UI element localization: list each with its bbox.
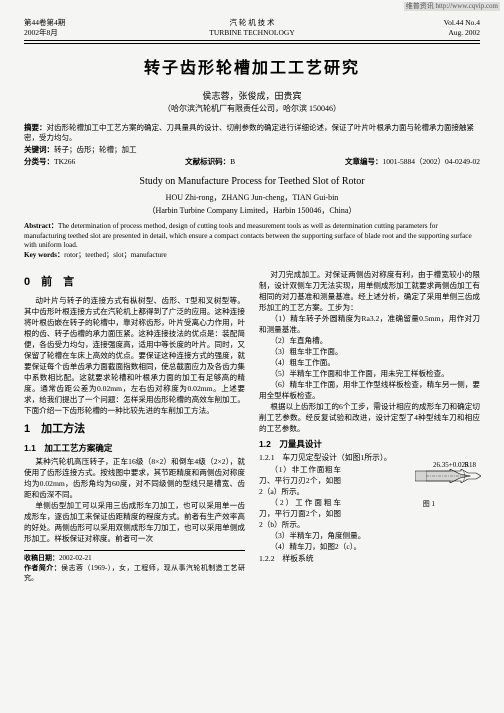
para-intro: 动叶片与转子的连接方式有枞树型、齿形、T型和叉树型等。其中齿形叶根连接方式在汽轮… — [24, 295, 245, 416]
item-1: （1）精车转子外圆精度为Ra3.2，准确留量0.5mm，用作对刀和测量基准。 — [259, 313, 480, 335]
hdr-left-1: 第44卷第4期 — [24, 18, 176, 28]
item-6: （6）精车非工作面，用非工作型线样板检查，精车另一侧，要用全型样板检查。 — [259, 379, 480, 401]
item-4: （4）粗车工作面。 — [259, 357, 480, 368]
item-7: （3）半精车刀，角度侧量。 — [259, 530, 480, 541]
abstract-en-label: Abstract： — [24, 222, 58, 230]
keywords-en-label: Key words： — [24, 251, 64, 259]
section-1: 1 加工方法 — [24, 422, 245, 438]
column-left: 0 前 言 动叶片与转子的连接方式有枞树型、齿形、T型和叉树型等。其中齿形叶根连… — [24, 269, 245, 584]
tool-desc-2: （2）工作面粗车刀，平行刀面2个，如图2（b）所示。 — [259, 497, 341, 530]
keywords-english: Key words：rotor；teethed；slot；manufacture — [24, 251, 480, 260]
dim-1: 26.35+0.025 — [433, 460, 468, 470]
hdr-right-2: Aug. 2002 — [328, 28, 480, 38]
tool-desc-1: （1）非工作面粗车刀、平行刀刃2个，如图2（a）所示。 — [259, 464, 341, 497]
affiliation-english: （Harbin Turbine Company Limited，Harbin 1… — [24, 206, 480, 217]
clc-label: 分类号： — [24, 157, 54, 166]
item-2: （2）车直角槽。 — [259, 335, 480, 346]
header-row-2: 2002年8月 TURBINE TECHNOLOGY Aug. 2002 — [24, 28, 480, 38]
abstract-cn-text: 对齿形轮槽加工中工艺方案的确定、刀具量具的设计、切削参数的确定进行详细论述，保证… — [24, 123, 474, 142]
doc-code-label: 文献标识码： — [185, 157, 230, 166]
column-right: 对刀完成加工。对保证两侧齿对称度有利，由于槽宽较小的限制，设计双侧车刀无法实现，… — [259, 269, 480, 584]
body-columns: 0 前 言 动叶片与转子的连接方式有枞树型、齿形、T型和叉树型等。其中齿形叶根连… — [24, 269, 480, 584]
author-bio-label: 作者简介： — [24, 564, 61, 572]
tool-drawing-right — [415, 469, 470, 483]
recv-date: 2002-02-21 — [59, 554, 92, 562]
doc-code-value: B — [230, 157, 235, 166]
keywords-cn-label: 关键词： — [24, 145, 54, 154]
keywords-chinese: 关键词：转子；齿形；轮槽；加工 — [24, 145, 480, 155]
para-r1: 对刀完成加工。对保证两侧齿对称度有利，由于槽宽较小的限制，设计双侧车刀无法实现，… — [259, 269, 480, 313]
abstract-cn-label: 摘要： — [24, 123, 47, 132]
header-row-1: 第44卷第4期 汽 轮 机 技 术 Vol.44 No.4 — [24, 18, 480, 28]
abstract-english: Abstract：The determination of process me… — [24, 222, 480, 250]
para-11a: 某种汽轮机高压转子，正车16级（8×2）和倒车4级（2×2），就使用了齿形连接方… — [24, 456, 245, 500]
hdr-center-2: TURBINE TECHNOLOGY — [176, 28, 328, 38]
section-0: 0 前 言 — [24, 275, 245, 291]
clc-value: TK266 — [54, 157, 75, 166]
recv-date-label: 收稿日期： — [24, 554, 59, 562]
affiliation-chinese: （哈尔滨汽轮机厂有限责任公司，哈尔滨 150046） — [24, 104, 480, 115]
header-rule-top — [24, 40, 480, 41]
para-r2: 根据以上齿形加工的6个工步，需设计相应的成形车刀和确定切削工艺参数。经反复试验和… — [259, 401, 480, 434]
para-11b: 单侧齿型加工可以采用三齿成形车刀加工，也可以采用单一齿成形车，逐齿加工来保证齿距… — [24, 500, 245, 544]
item-8: （4）精车刀，如图2（c）。 — [259, 541, 480, 552]
article-no-value: 1001-5884（2002）04-0249-02 — [382, 157, 480, 166]
dim-2: R18 — [464, 460, 476, 470]
figure-1: 26.35+0.025 R18 图 1 — [341, 464, 480, 530]
authors-english: HOU Zhi-rong，ZHANG Jun-cheng，TIAN Gui-bi… — [24, 193, 480, 204]
watermark: 维普资讯 http://www.cqvip.com — [404, 2, 500, 11]
item-5: （5）半精车工作面和非工作面，用未完工样板检查。 — [259, 368, 480, 379]
hdr-center-1: 汽 轮 机 技 术 — [176, 18, 328, 28]
item-3: （3）粗车非工作面。 — [259, 346, 480, 357]
footnote: 收稿日期：2002-02-21 作者简介：侯志蓉（1969-），女，工程师，现从… — [24, 550, 245, 583]
classification-line: 分类号：TK266 文献标识码：B 文章编号：1001-5884（2002）04… — [24, 157, 480, 167]
authors-chinese: 侯志蓉，张俊成，田贵宾 — [24, 90, 480, 102]
section-1-1: 1.1 加工工艺方案确定 — [24, 442, 245, 454]
hdr-left-2: 2002年8月 — [24, 28, 176, 38]
header-rule-bot — [24, 43, 480, 44]
keywords-cn-text: 转子；齿形；轮槽；加工 — [54, 145, 137, 154]
title-english: Study on Manufacture Process for Teethed… — [24, 175, 480, 189]
abstract-chinese: 摘要：对齿形轮槽加工中工艺方案的确定、刀具量具的设计、切削参数的确定进行详细论述… — [24, 123, 480, 143]
section-1-2-2: 1.2.2 样板系统 — [259, 553, 480, 564]
article-no-label: 文章编号： — [345, 157, 383, 166]
keywords-en-text: rotor；teethed；slot；manufacture — [64, 251, 167, 259]
title-chinese: 转子齿形轮槽加工工艺研究 — [24, 58, 480, 80]
hdr-right-1: Vol.44 No.4 — [328, 18, 480, 28]
abstract-en-text: The determination of process method, des… — [24, 222, 472, 249]
figure-1-caption: 图 1 — [423, 499, 435, 509]
section-1-2: 1.2 刀量具设计 — [259, 438, 480, 450]
page: 维普资讯 http://www.cqvip.com 第44卷第4期 汽 轮 机 … — [0, 0, 504, 713]
